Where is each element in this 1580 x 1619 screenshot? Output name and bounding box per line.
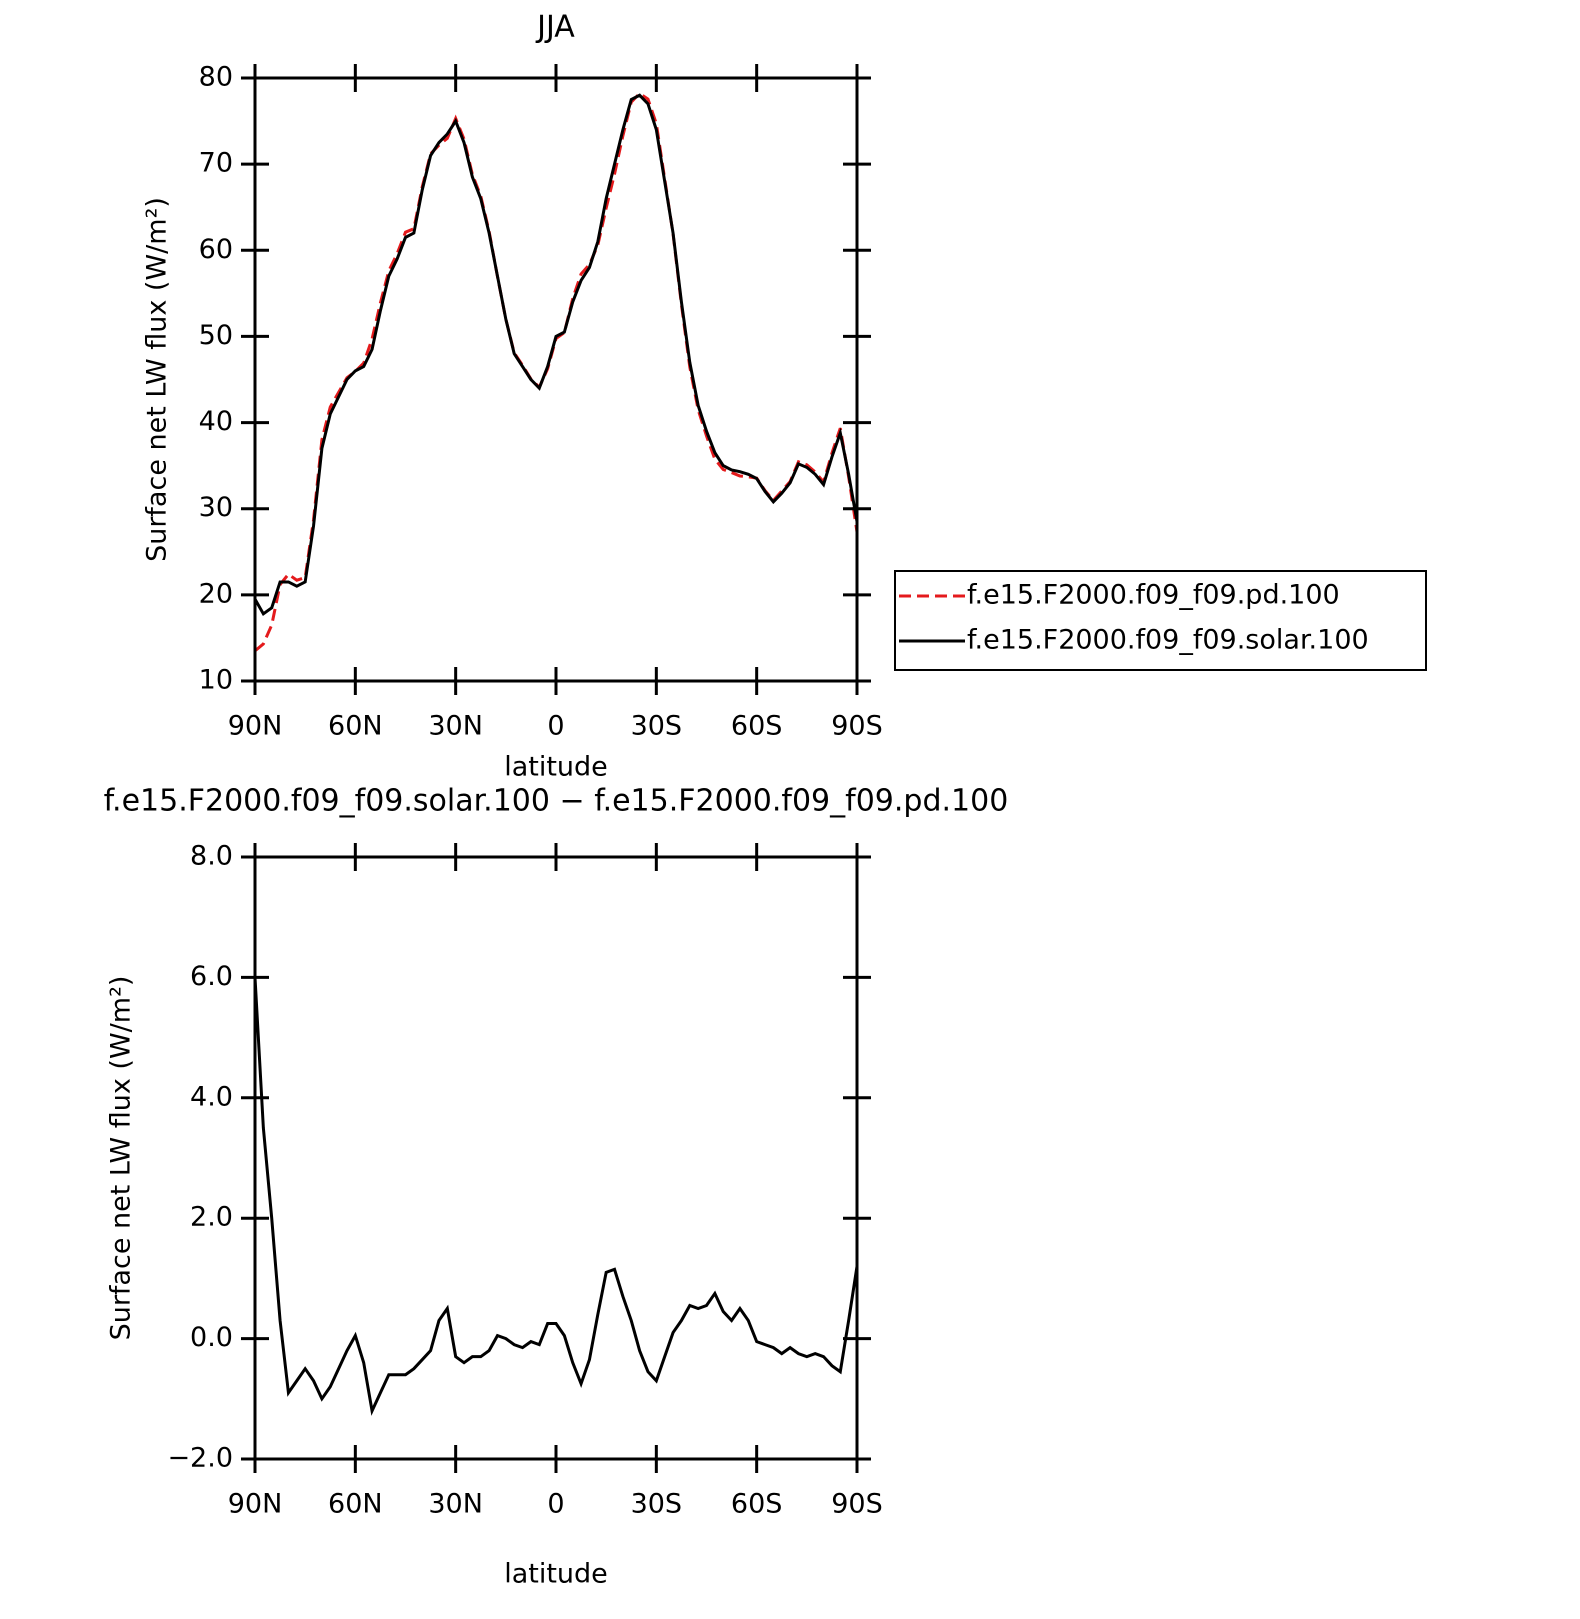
x-tick-label: 0	[547, 711, 564, 742]
y-axis-label: Surface net LW flux (W/m²)	[142, 197, 173, 562]
y-tick-label: 10	[199, 665, 233, 696]
x-tick-label: 90S	[831, 711, 883, 742]
chart-title: f.e15.F2000.f09_f09.solar.100 − f.e15.F2…	[104, 784, 1009, 819]
y-axis-label: Surface net LW flux (W/m²)	[106, 976, 137, 1341]
x-tick-label: 60N	[328, 711, 383, 742]
x-tick-label: 60N	[328, 1489, 383, 1520]
y-tick-label: 60	[199, 234, 233, 265]
x-tick-label: 90N	[228, 711, 283, 742]
x-tick-label: 90N	[228, 1489, 283, 1520]
y-tick-label: 30	[199, 492, 233, 523]
x-tick-label: 30N	[428, 711, 483, 742]
legend-label: f.e15.F2000.f09_f09.solar.100	[967, 625, 1369, 656]
data-line	[253, 93, 859, 617]
y-tick-label: 50	[199, 320, 233, 351]
x-tick-label: 30S	[631, 1489, 683, 1520]
x-tick-label: 30S	[631, 711, 683, 742]
y-tick-label: 8.0	[190, 841, 233, 872]
y-tick-label: 2.0	[190, 1202, 233, 1233]
x-tick-label: 90S	[831, 1489, 883, 1520]
x-axis-label: latitude	[504, 752, 608, 783]
y-tick-label: 4.0	[190, 1081, 233, 1112]
y-tick-label: 0.0	[190, 1322, 233, 1353]
legend-box	[894, 570, 1427, 671]
x-tick-label: 60S	[731, 711, 783, 742]
x-axis-label: latitude	[504, 1559, 608, 1590]
y-tick-label: 70	[199, 148, 233, 179]
x-tick-label: 60S	[731, 1489, 783, 1520]
data-line	[253, 977, 859, 1416]
x-tick-label: 30N	[428, 1489, 483, 1520]
y-tick-label: 6.0	[190, 961, 233, 992]
y-tick-label: 40	[199, 406, 233, 437]
y-tick-label: 80	[199, 62, 233, 93]
y-tick-label: 20	[199, 578, 233, 609]
y-tick-label: −2.0	[167, 1443, 233, 1474]
legend-label: f.e15.F2000.f09_f09.pd.100	[967, 580, 1340, 611]
chart-title: JJA	[535, 10, 575, 45]
x-tick-label: 0	[547, 1489, 564, 1520]
